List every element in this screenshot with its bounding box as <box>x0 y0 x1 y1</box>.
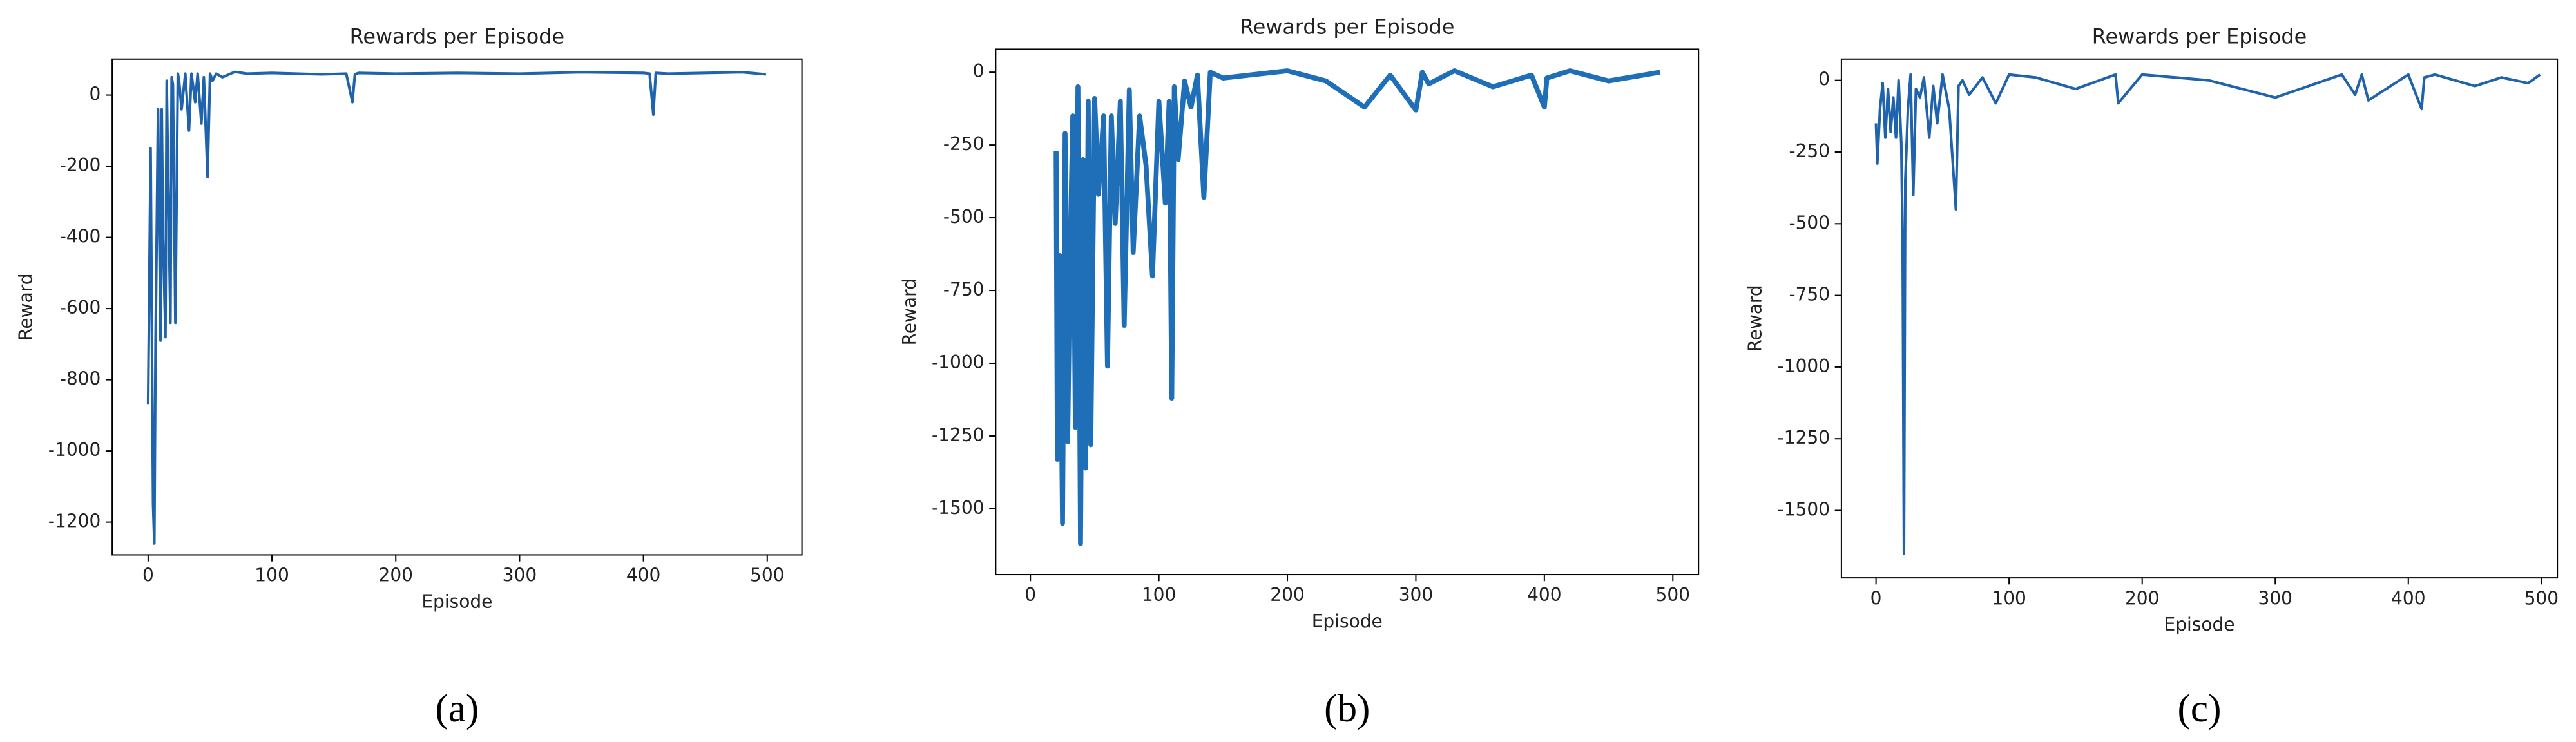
x-tick-label: 500 <box>1656 584 1690 605</box>
y-tick-label: -200 <box>60 155 101 176</box>
x-tick-label: 300 <box>2258 587 2292 609</box>
y-tick-label: -1500 <box>932 497 984 518</box>
caption: (a) <box>435 687 479 730</box>
y-tick-label: -500 <box>943 206 985 227</box>
y-tick-label: 0 <box>1818 69 1830 90</box>
x-tick-label: 400 <box>626 565 660 586</box>
x-tick-label: 500 <box>2524 587 2559 609</box>
x-tick-label: 500 <box>750 565 784 586</box>
x-tick-label: 300 <box>503 565 537 586</box>
y-axis-label: Reward <box>1744 285 1765 352</box>
x-tick-label: 100 <box>1142 584 1176 605</box>
y-axis-label: Reward <box>15 273 37 340</box>
x-tick-label: 400 <box>2391 587 2425 609</box>
y-tick-label: -750 <box>1789 284 1830 305</box>
reward-line <box>1053 68 1660 546</box>
plot-frame <box>111 58 803 556</box>
x-axis-label: Episode <box>421 591 492 612</box>
x-tick-label: 200 <box>2125 587 2159 609</box>
caption: (b) <box>1324 687 1370 730</box>
y-tick-label: -1000 <box>1778 356 1830 377</box>
reward-line <box>1874 73 2541 555</box>
caption: (c) <box>2178 687 2222 730</box>
y-tick-label: -250 <box>943 133 985 155</box>
x-tick-label: 100 <box>1992 587 2026 609</box>
y-axis-label: Reward <box>899 278 920 345</box>
x-tick-label: 400 <box>1527 584 1561 605</box>
y-tick-label: -1200 <box>48 511 101 532</box>
x-tick-label: 0 <box>142 565 154 586</box>
plot-frame <box>1840 58 2559 579</box>
y-tick-label: -1250 <box>932 424 984 446</box>
y-tick-label: -500 <box>1789 212 1830 233</box>
chart-title: Rewards per Episode <box>2092 24 2307 49</box>
y-tick-label: -1250 <box>1778 427 1830 448</box>
x-tick-label: 100 <box>255 565 289 586</box>
y-tick-label: -800 <box>60 368 101 390</box>
plot-frame <box>995 48 1700 576</box>
x-tick-label: 200 <box>1270 584 1304 605</box>
y-tick-label: 0 <box>973 61 985 82</box>
x-tick-label: 0 <box>1024 584 1036 605</box>
x-axis-label: Episode <box>2164 614 2235 635</box>
y-tick-label: -1000 <box>48 439 101 461</box>
x-tick-label: 0 <box>1870 587 1882 609</box>
y-tick-label: -1500 <box>1778 499 1830 520</box>
x-axis-label: Episode <box>1312 611 1383 632</box>
reward-line <box>146 70 767 545</box>
y-tick-label: -600 <box>60 297 101 318</box>
y-tick-label: 0 <box>89 84 101 105</box>
x-tick-label: 300 <box>1399 584 1433 605</box>
chart-title: Rewards per Episode <box>1240 14 1454 39</box>
y-tick-label: -250 <box>1789 140 1830 162</box>
y-tick-label: -750 <box>943 279 985 300</box>
chart-title: Rewards per Episode <box>350 24 564 49</box>
y-tick-label: -1000 <box>932 352 984 373</box>
x-tick-label: 200 <box>379 565 413 586</box>
y-tick-label: -400 <box>60 226 101 247</box>
